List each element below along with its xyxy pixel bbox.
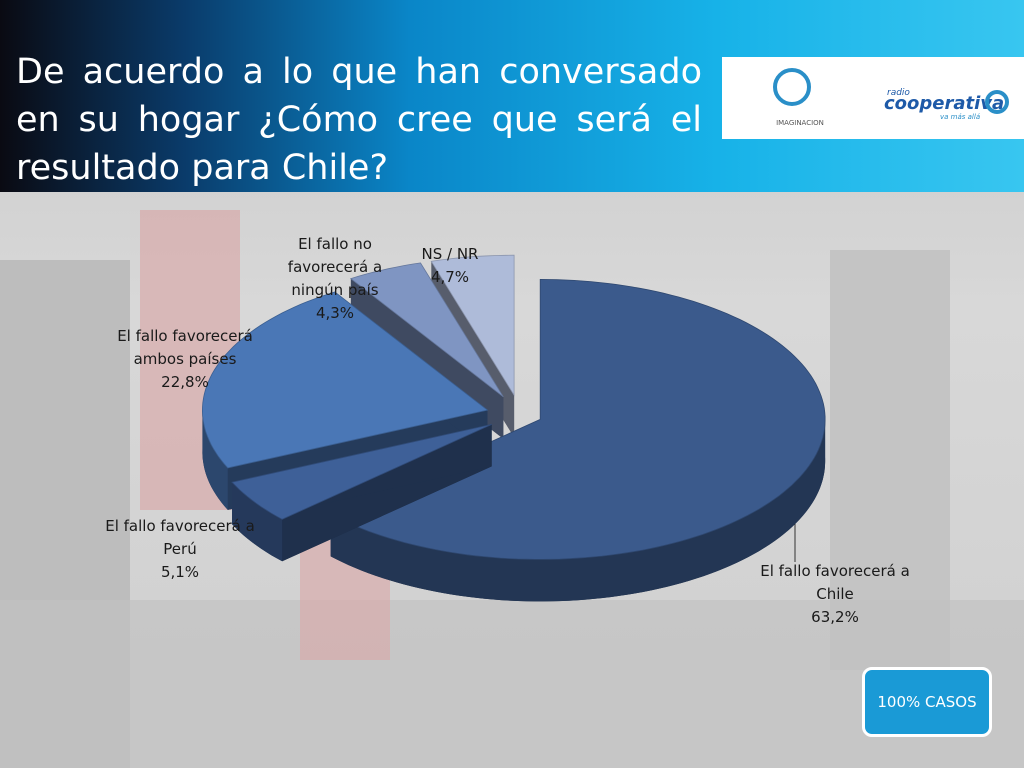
value-label: 63,2% [811, 608, 859, 626]
value-label: 4,3% [315, 304, 355, 322]
logo-text: radio [887, 88, 910, 98]
category-label: El fallo favorecerá a Chile [760, 562, 910, 603]
slice-top [201, 291, 489, 469]
category-label: El fallo no favorecerá a ningún país [287, 235, 383, 299]
slice-top [231, 424, 492, 520]
category-label: El fallo favorecerá a Perú [105, 517, 255, 558]
slice [231, 424, 492, 562]
data-label: NS / NR 4,7% [395, 243, 505, 289]
logo-text: va más allá [940, 113, 980, 121]
logo-text: IMAGINACION [776, 119, 824, 127]
value-label: 4,7% [430, 268, 470, 286]
data-label: El fallo no favorecerá a ningún país 4,3% [270, 233, 400, 325]
slice [329, 278, 826, 602]
badge: 100% CASOS [862, 667, 992, 737]
slice-wall [330, 419, 826, 602]
data-label: El fallo favorecerá a Perú 5,1% [100, 515, 260, 584]
category-label: El fallo favorecerá ambos países [117, 327, 253, 368]
category-label: NS / NR [421, 245, 479, 263]
logo-globe [773, 68, 811, 106]
data-label: El fallo favorecerá a Chile 63,2% [760, 560, 910, 629]
logos: IMAGINACION radio cooperativa va más all… [722, 57, 1024, 139]
value-label: 22,8% [161, 373, 209, 391]
logo-text: cooperativa [884, 93, 1004, 114]
slice-top [329, 278, 826, 560]
street [0, 600, 1024, 768]
data-label: El fallo favorecerá ambos países 22,8% [100, 325, 270, 394]
title: De acuerdo a lo que han conversado en su… [16, 52, 702, 188]
slice-wall [232, 482, 283, 562]
slice-top [430, 254, 515, 397]
logo-art: IMAGINACION radio cooperativa va más all… [773, 68, 1009, 127]
logo-mark [985, 90, 1009, 114]
slice-wall [202, 410, 228, 510]
slice-top [349, 262, 504, 398]
value-label: 5,1% [160, 563, 200, 581]
